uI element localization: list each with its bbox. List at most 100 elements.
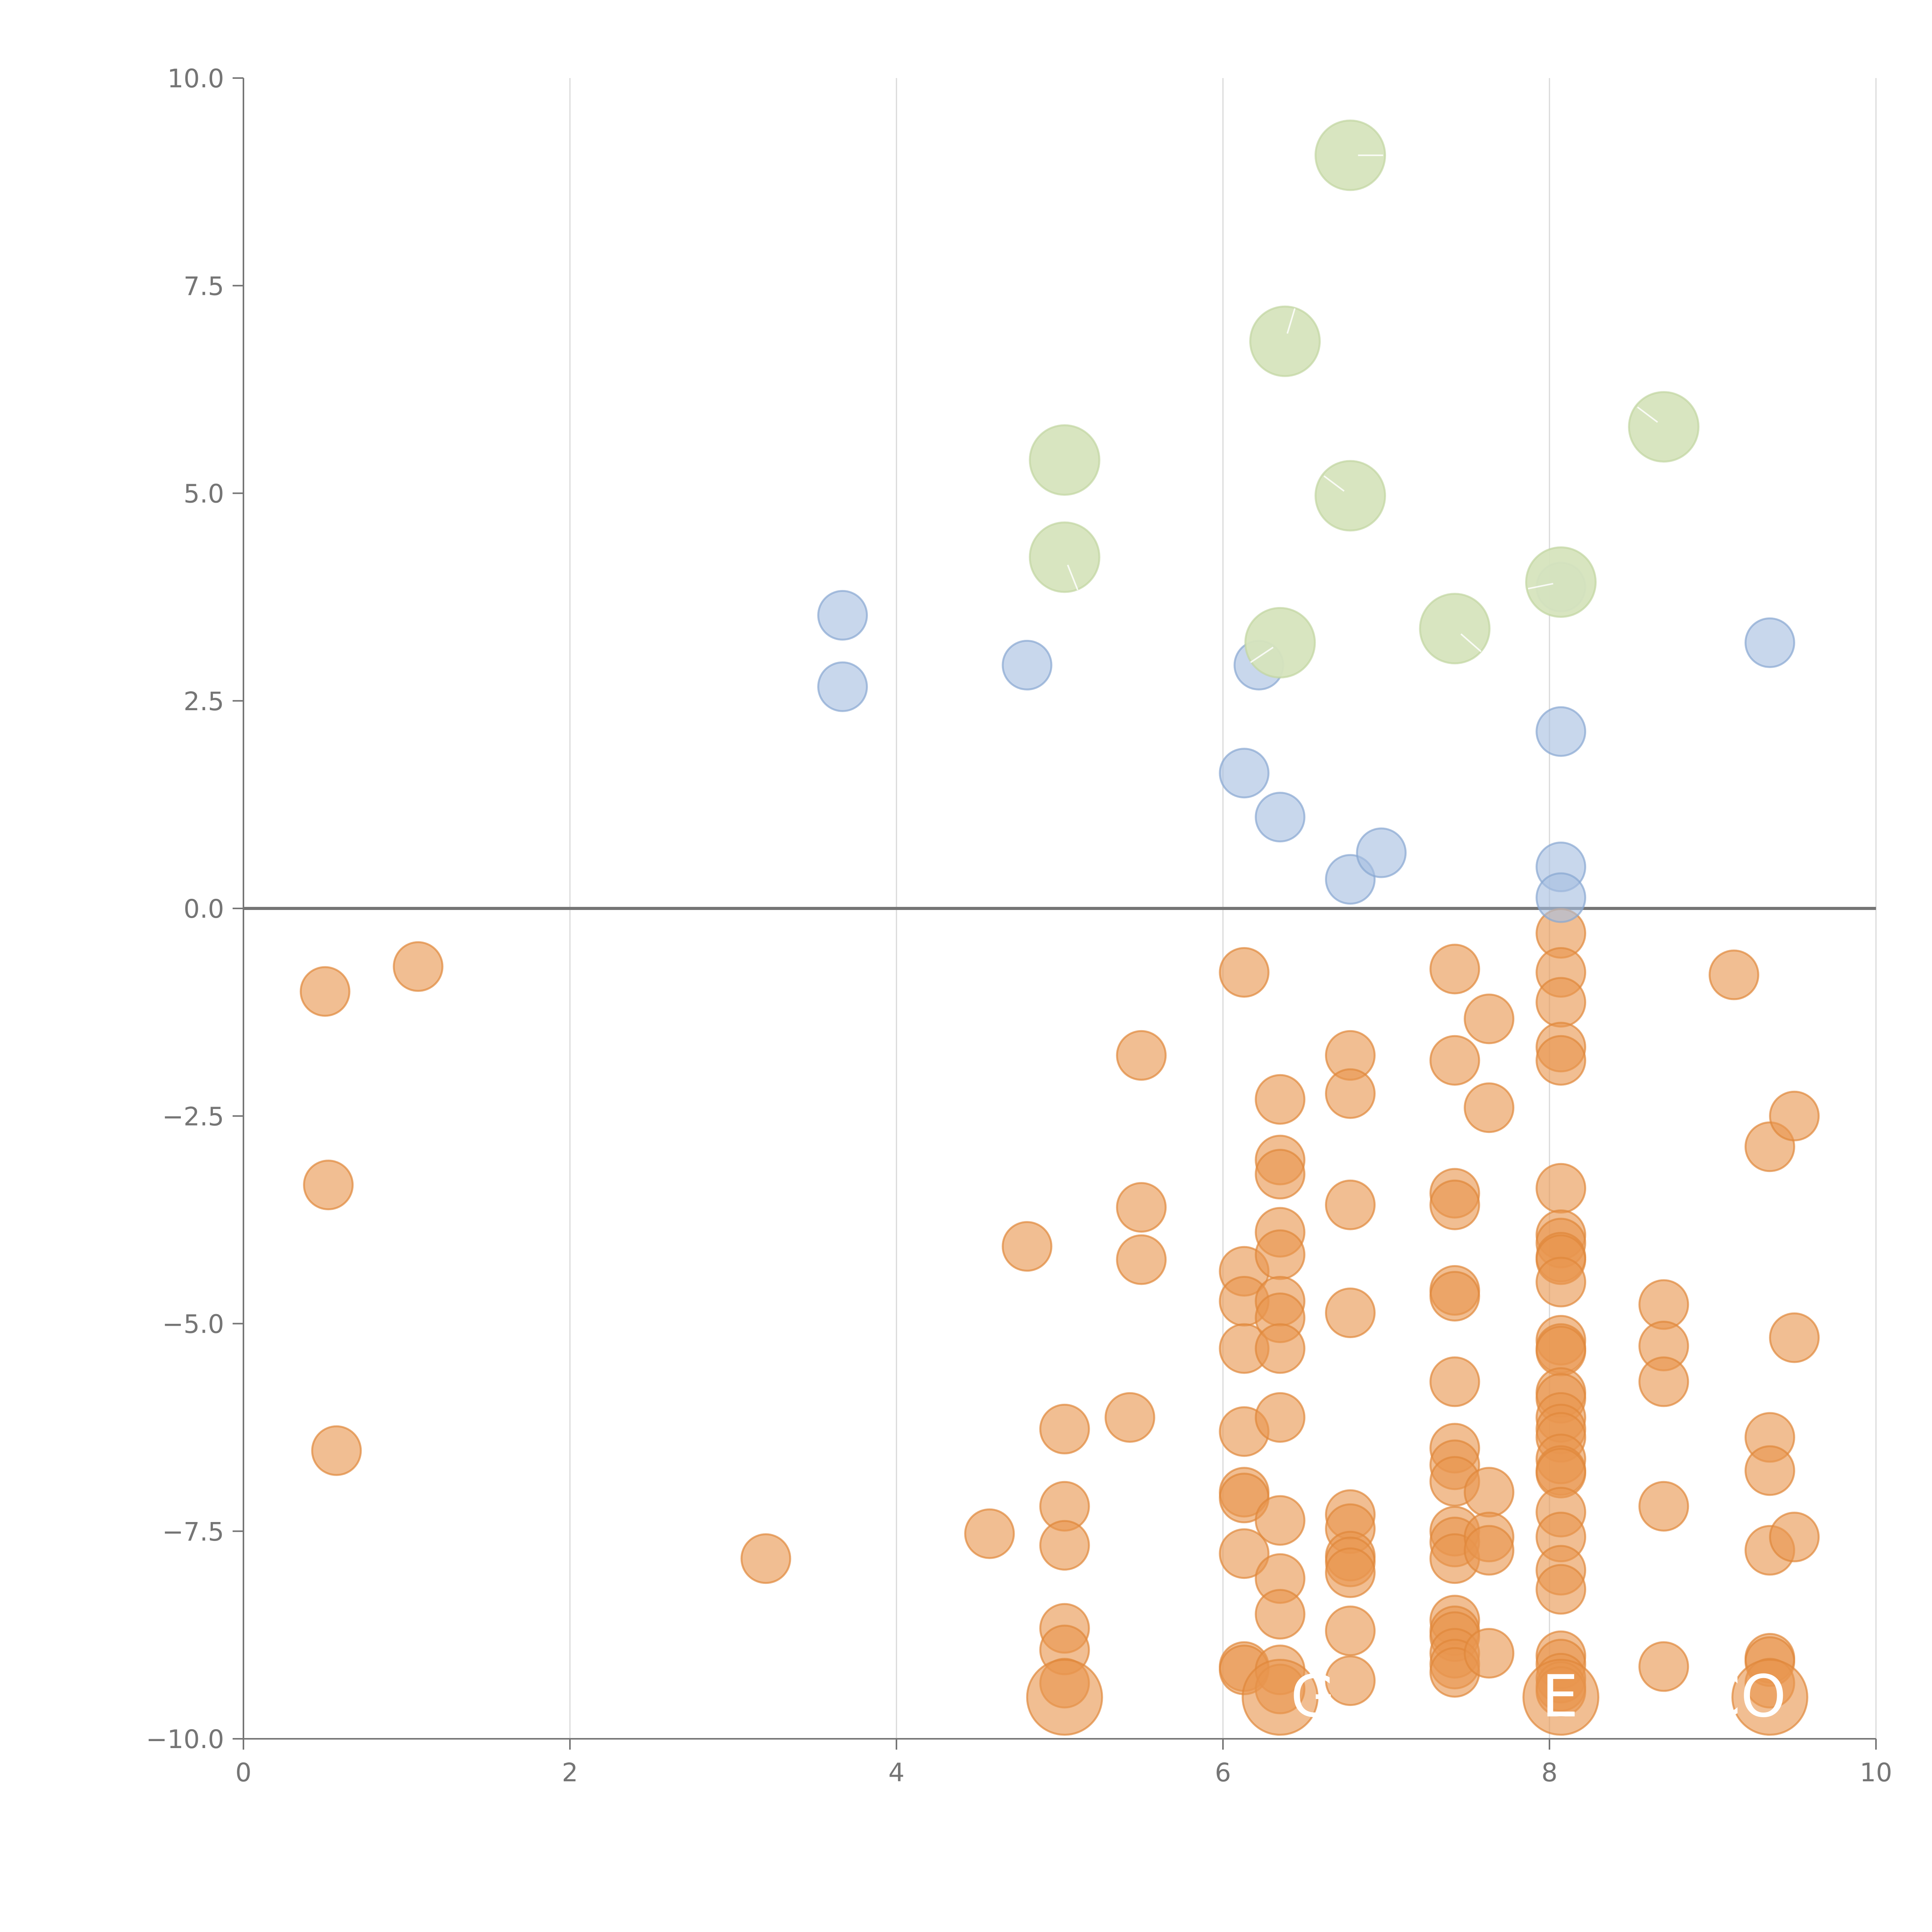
y-tick-label: 0.0 (184, 894, 224, 924)
data-point-orange (311, 1425, 362, 1476)
data-point-orange (1325, 1287, 1376, 1338)
data-point-orange (1464, 1525, 1515, 1576)
x-tick-label: 6 (1215, 1758, 1231, 1787)
y-tick-label: −5.0 (162, 1310, 224, 1339)
leader-line (1637, 406, 1658, 423)
leader-line (1323, 475, 1345, 492)
data-point-blue (1002, 639, 1053, 690)
data-point-orange (1325, 1179, 1376, 1230)
data-point-orange (1116, 1030, 1167, 1081)
data-point-orange (1219, 1528, 1270, 1579)
data-point-orange (1536, 1035, 1587, 1086)
data-point-orange (1255, 1495, 1306, 1546)
data-point-orange (303, 1160, 354, 1211)
data-point-orange (1536, 977, 1587, 1028)
data-points (299, 119, 1820, 1736)
leader-line (1528, 583, 1553, 590)
data-point-orange (1255, 1074, 1306, 1125)
data-point-orange (1255, 1149, 1306, 1200)
data-point-orange (1116, 1234, 1167, 1285)
data-point-orange (1039, 1403, 1090, 1454)
leader-line (1460, 633, 1482, 652)
data-point-green (1244, 607, 1316, 679)
data-point-green (1029, 424, 1100, 496)
data-point-blue (1536, 872, 1587, 923)
data-point-orange (1429, 1179, 1480, 1230)
data-point-orange (1429, 1271, 1480, 1322)
data-point-orange (1769, 1312, 1820, 1363)
data-point-orange (1638, 1356, 1689, 1407)
data-point-orange (1638, 1481, 1689, 1532)
leader-line (1250, 646, 1274, 663)
data-point-blue (817, 590, 868, 641)
y-tick-label: −2.5 (162, 1102, 224, 1131)
data-point-orange (1255, 1392, 1306, 1443)
data-point-green (1315, 460, 1386, 532)
x-tick-label: 4 (888, 1758, 905, 1787)
data-point-green (1628, 391, 1700, 463)
data-point-orange (1536, 1163, 1587, 1214)
x-tick-label: 2 (562, 1758, 578, 1787)
data-point-orange (1104, 1392, 1155, 1443)
data-point-orange (1464, 993, 1515, 1044)
data-point-green (1249, 305, 1321, 377)
bubble-labels: G E CO (1291, 1663, 1786, 1730)
y-tick-label: −10.0 (146, 1725, 224, 1754)
data-point-orange (1429, 944, 1480, 995)
y-tick-label: 5.0 (184, 479, 224, 509)
data-point-blue (817, 661, 868, 712)
data-point-orange (1255, 1323, 1306, 1374)
data-point-orange (1325, 1655, 1376, 1706)
data-point-orange (1536, 1564, 1587, 1615)
data-point-orange (1769, 1512, 1820, 1563)
x-tick-label: 0 (235, 1758, 252, 1787)
data-point-orange (1638, 1641, 1689, 1692)
data-point-orange (1464, 1082, 1515, 1133)
data-point-orange (964, 1508, 1015, 1559)
data-point-blue (1219, 748, 1270, 799)
data-point-green (1315, 119, 1386, 191)
data-point-green (1525, 546, 1597, 618)
data-point-orange (1325, 1605, 1376, 1656)
leader-lines (1067, 154, 1658, 663)
data-point-orange (1429, 1035, 1480, 1086)
data-point-blue (1536, 706, 1587, 757)
data-point-orange (1536, 1257, 1587, 1308)
data-point-orange (393, 941, 444, 992)
data-point-orange (740, 1533, 791, 1584)
y-tick-label: −7.5 (162, 1517, 224, 1547)
data-point-orange (1219, 947, 1270, 998)
data-point-large-orange (1242, 1659, 1319, 1736)
data-point-orange (1708, 949, 1759, 1000)
data-point-orange (1255, 1589, 1306, 1640)
tick-labels: 0 2 4 6 8 10 −10.0 −7.5 −5.0 −2.5 0.0 2.5 5.0 7.5 10.0 (146, 64, 1892, 1787)
leader-line (1067, 565, 1079, 590)
data-point-blue (1356, 827, 1407, 878)
data-point-orange (1464, 1467, 1515, 1518)
data-point-orange (1039, 1520, 1090, 1571)
data-point-orange (1744, 1445, 1795, 1496)
data-point-orange (1325, 1068, 1376, 1119)
data-point-green (1029, 521, 1100, 593)
data-point-orange (1002, 1221, 1053, 1272)
x-tick-label: 8 (1541, 1758, 1558, 1787)
data-point-blue (1744, 617, 1795, 668)
data-point-orange (1116, 1182, 1167, 1233)
annotation-co: CO (1700, 1663, 1786, 1730)
data-point-large-orange (1026, 1659, 1103, 1736)
leader-line (1286, 308, 1296, 334)
y-tick-label: 10.0 (167, 64, 224, 94)
annotation-g: G (1291, 1663, 1335, 1730)
x-tick-label: 10 (1860, 1758, 1892, 1787)
data-point-large-orange (1522, 1659, 1600, 1736)
data-point-orange (1325, 1547, 1376, 1598)
data-point-blue (1255, 792, 1306, 843)
data-point-orange (1429, 1356, 1480, 1407)
data-point-green (1419, 593, 1491, 665)
data-point-orange (299, 966, 350, 1017)
annotation-e: E (1542, 1663, 1578, 1730)
data-point-orange (1769, 1090, 1820, 1141)
data-point-large-orange (1731, 1659, 1808, 1736)
y-tick-label: 2.5 (184, 687, 224, 716)
